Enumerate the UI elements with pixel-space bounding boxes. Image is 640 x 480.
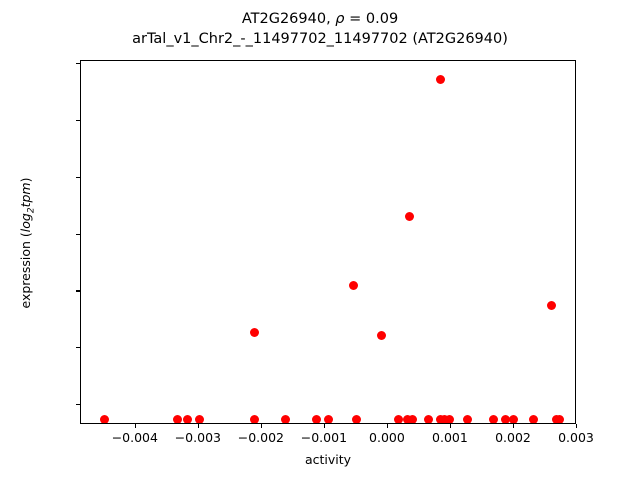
x-axis-tick-label: 0.003 <box>558 430 594 445</box>
data-point <box>377 331 387 341</box>
figure-title: AT2G26940, ρ = 0.09 arTal_v1_Chr2_-_1149… <box>0 9 640 49</box>
x-axis-tick-mark <box>197 424 199 428</box>
y-axis-tick-mark <box>76 63 80 65</box>
data-point <box>394 414 404 423</box>
data-points-layer <box>81 61 575 423</box>
x-axis-tick-label: 0.000 <box>369 430 405 445</box>
data-point <box>183 414 192 423</box>
x-axis-label: activity <box>304 452 352 467</box>
y-axis-tick-mark <box>76 233 80 235</box>
y-axis-tick-mark <box>76 290 80 292</box>
y-axis-tick-mark <box>76 347 80 349</box>
x-axis-tick-mark <box>449 424 452 428</box>
data-point <box>555 414 565 423</box>
y-axis-tick-mark <box>76 404 80 406</box>
x-axis-tick-mark <box>512 424 515 428</box>
title-gene-id: AT2G26940 <box>241 11 327 27</box>
data-point <box>348 280 358 290</box>
data-point <box>99 414 109 423</box>
y-axis-label-suffix: ) <box>18 177 33 183</box>
x-axis-tick-mark <box>323 424 325 428</box>
y-axis-label-prefix: expression ( <box>18 232 33 309</box>
data-point <box>172 414 182 423</box>
data-point <box>440 414 450 423</box>
data-point <box>249 328 259 338</box>
title-line-2: arTal_v1_Chr2_-_11497702_11497702 (AT2G2… <box>132 31 508 47</box>
rho-symbol: ρ <box>335 11 345 27</box>
data-point <box>435 74 445 84</box>
x-axis-tick-label: 0.002 <box>495 430 531 445</box>
data-point <box>489 414 499 423</box>
rho-value: = 0.09 <box>344 11 399 27</box>
x-axis-tick-mark <box>576 424 578 428</box>
x-axis-tick-label: −0.001 <box>300 430 348 445</box>
data-point <box>509 414 519 423</box>
data-point <box>463 414 473 423</box>
x-axis-tick-mark <box>260 424 262 428</box>
data-point <box>312 414 322 423</box>
data-point <box>546 300 556 310</box>
y-axis-tick-mark <box>76 120 80 122</box>
data-point <box>529 414 538 423</box>
data-point <box>351 414 361 423</box>
y-axis-label-log: log <box>18 213 33 233</box>
data-point <box>405 212 415 221</box>
data-point <box>402 414 412 423</box>
data-point <box>500 414 510 423</box>
data-point <box>280 414 290 423</box>
y-axis-label-base: 2 <box>26 207 37 214</box>
data-point <box>423 414 433 423</box>
y-axis-label: expression (log2tpm) <box>18 61 37 425</box>
x-axis-tick-label: −0.004 <box>111 430 158 445</box>
data-point <box>324 414 334 423</box>
y-axis-tick-mark <box>76 176 80 178</box>
data-point <box>408 414 417 423</box>
data-point <box>445 414 455 423</box>
x-axis-tick-label: −0.003 <box>174 430 221 445</box>
x-axis-tick-label: 0.001 <box>432 430 468 445</box>
data-point <box>194 414 204 423</box>
x-axis-tick-label: −0.002 <box>237 430 285 445</box>
plot-frame <box>80 60 576 424</box>
y-axis-label-tpm: tpm <box>18 182 33 208</box>
title-line-1: AT2G26940, ρ = 0.09 <box>0 9 640 29</box>
data-point <box>249 414 259 423</box>
x-axis-tick-mark <box>386 424 389 428</box>
title-separator: , <box>326 11 336 27</box>
x-axis-tick-mark <box>134 424 136 428</box>
